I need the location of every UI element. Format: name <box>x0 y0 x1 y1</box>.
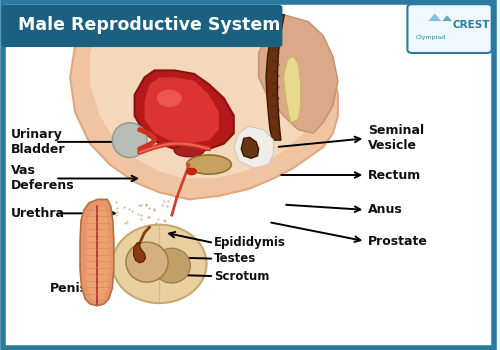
Polygon shape <box>144 77 219 144</box>
Text: Anus: Anus <box>368 203 402 216</box>
Text: Urethra: Urethra <box>10 207 64 220</box>
Ellipse shape <box>157 90 182 107</box>
Polygon shape <box>441 15 453 22</box>
Ellipse shape <box>174 145 204 157</box>
Text: Seminal
Vesicle: Seminal Vesicle <box>368 124 424 152</box>
Polygon shape <box>284 56 301 123</box>
FancyBboxPatch shape <box>408 4 492 53</box>
Polygon shape <box>134 70 234 150</box>
Text: Olympiad: Olympiad <box>416 35 446 40</box>
Polygon shape <box>70 15 338 199</box>
Text: Epididymis: Epididymis <box>214 237 286 250</box>
Polygon shape <box>427 13 442 22</box>
Polygon shape <box>134 242 145 263</box>
Text: Urinary
Bladder: Urinary Bladder <box>10 128 65 156</box>
Ellipse shape <box>112 123 147 158</box>
Text: Testes: Testes <box>214 252 256 265</box>
Polygon shape <box>258 15 338 133</box>
Polygon shape <box>241 137 258 158</box>
Ellipse shape <box>186 155 232 174</box>
Circle shape <box>186 168 196 175</box>
Text: Scrotum: Scrotum <box>214 270 270 282</box>
Ellipse shape <box>153 248 190 283</box>
Polygon shape <box>86 206 109 301</box>
Text: Male Reproductive System: Male Reproductive System <box>18 16 280 34</box>
Polygon shape <box>266 15 284 140</box>
Ellipse shape <box>112 225 206 303</box>
Polygon shape <box>90 25 318 178</box>
Text: CREST: CREST <box>452 20 490 30</box>
Polygon shape <box>80 199 114 306</box>
Text: Rectum: Rectum <box>368 168 421 182</box>
FancyBboxPatch shape <box>3 2 494 348</box>
Polygon shape <box>234 126 274 168</box>
Text: Penis: Penis <box>50 282 88 295</box>
Ellipse shape <box>126 242 168 282</box>
Text: Prostate: Prostate <box>368 235 428 248</box>
FancyBboxPatch shape <box>2 5 282 47</box>
Text: Vas
Deferens: Vas Deferens <box>10 164 74 193</box>
